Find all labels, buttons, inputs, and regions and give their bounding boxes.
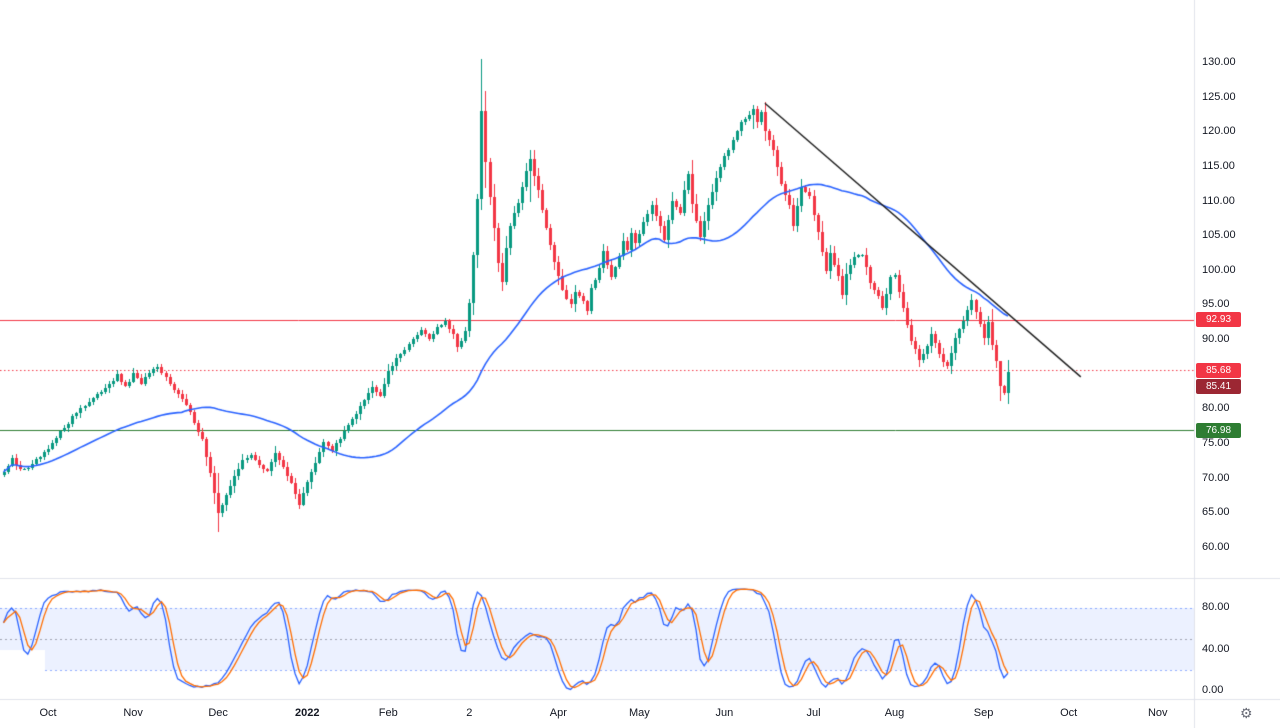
settings-gear-icon[interactable]: ⚙ <box>1240 705 1253 721</box>
pane-separator[interactable] <box>0 576 1194 581</box>
time-scale[interactable] <box>0 700 1194 728</box>
price-scale[interactable] <box>1194 0 1280 700</box>
